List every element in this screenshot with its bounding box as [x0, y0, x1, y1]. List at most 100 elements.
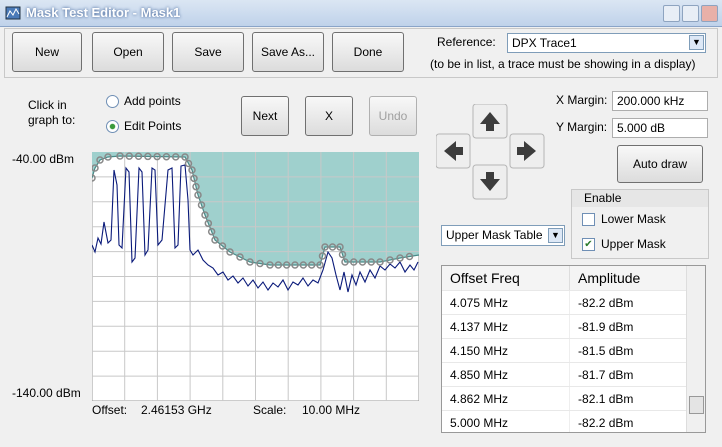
table-row[interactable]: 4.137 MHz -81.9 dBm: [442, 314, 686, 339]
add-points-radio[interactable]: Add points: [106, 94, 181, 108]
mask-point: [350, 258, 358, 266]
table-row[interactable]: 4.862 MHz -82.1 dBm: [442, 386, 686, 411]
checkbox: ✔: [582, 237, 595, 251]
save-button[interactable]: Save: [172, 32, 244, 72]
next-button[interactable]: Next: [241, 96, 289, 136]
scroll-thumb[interactable]: [689, 396, 704, 414]
undo-button[interactable]: Undo: [369, 96, 417, 136]
y-top-label: -40.00 dBm: [12, 152, 75, 166]
mask-point: [367, 258, 375, 266]
mask-graph[interactable]: [92, 152, 419, 401]
mask-point: [144, 152, 152, 161]
y-margin-input[interactable]: 5.000 dB: [612, 118, 708, 138]
table: Offset Freq Amplitude 4.075 MHz -82.2 dBm…: [442, 266, 686, 432]
table-cell: -81.7 dBm: [569, 362, 686, 387]
done-button[interactable]: Done: [332, 32, 404, 72]
scrollbar[interactable]: [686, 266, 705, 432]
mask-point: [386, 256, 394, 264]
mask-point: [181, 153, 189, 161]
reference-label: Reference:: [437, 35, 496, 49]
enable-group: [571, 189, 709, 259]
mask-point: [246, 258, 254, 266]
mask-point: [266, 261, 274, 269]
radio: [106, 119, 119, 133]
mask-point: [405, 252, 414, 261]
mask-point: [162, 152, 171, 161]
mask-point: [299, 261, 308, 269]
mask-point: [96, 156, 104, 164]
mask-point: [341, 258, 349, 266]
dropdown-arrow: ▼: [689, 35, 704, 50]
mask-point: [211, 236, 219, 244]
upper-mask-checkbox[interactable]: ✔ Upper Mask: [582, 237, 666, 251]
x-margin-label: X Margin:: [556, 93, 608, 107]
mask-point: [282, 261, 291, 269]
table-select-value: Upper Mask Table: [446, 228, 543, 242]
table-row[interactable]: 4.075 MHz -82.2 dBm: [442, 290, 686, 315]
mask-point: [338, 250, 347, 259]
x-margin-input[interactable]: 200.000 kHz: [612, 91, 708, 111]
table-row[interactable]: 4.150 MHz -81.5 dBm: [442, 338, 686, 363]
table-cell: 5.000 MHz: [442, 410, 571, 432]
mask-point: [204, 219, 213, 228]
toolbar-panel: [4, 28, 718, 78]
mask-point: [376, 258, 384, 266]
mask-point: [188, 166, 196, 174]
delete-button[interactable]: X: [305, 96, 353, 136]
table-cell: 4.862 MHz: [442, 386, 571, 411]
new-button[interactable]: New: [12, 32, 82, 72]
radio: [106, 94, 119, 108]
radio-label: Edit Points: [124, 119, 182, 133]
table-select[interactable]: Upper Mask Table ▼: [441, 225, 565, 246]
mask-point: [92, 164, 99, 172]
lower-mask-checkbox[interactable]: Lower Mask: [582, 212, 666, 226]
y-margin-label: Y Margin:: [556, 120, 608, 134]
edit-points-radio[interactable]: Edit Points: [106, 119, 181, 133]
table-cell: 4.137 MHz: [442, 314, 571, 339]
mask-point: [171, 153, 180, 161]
mask-point: [134, 152, 143, 161]
table-row[interactable]: 4.850 MHz -81.7 dBm: [442, 362, 686, 387]
mask-point: [358, 258, 367, 266]
app-icon: [5, 6, 21, 20]
mask-point: [92, 174, 96, 182]
grid: [92, 152, 419, 401]
open-button[interactable]: Open: [92, 32, 164, 72]
mask-point: [396, 254, 404, 262]
mask-point: [192, 182, 200, 191]
mask-point: [218, 242, 227, 250]
checkbox: [582, 212, 595, 226]
enable-title: Enable: [572, 190, 708, 207]
scale-label: Scale:: [253, 403, 287, 417]
table-cell: 4.850 MHz: [442, 362, 571, 387]
reference-note: (to be in list, a trace must be showing …: [430, 57, 696, 71]
mask-point: [316, 261, 324, 269]
maximize-button[interactable]: [682, 5, 699, 22]
mask-point: [153, 152, 161, 161]
auto-draw-button[interactable]: Auto draw: [617, 145, 703, 183]
minimize-button[interactable]: [663, 5, 680, 22]
mask-points: [92, 152, 414, 269]
y-bottom-label: -140.00 dBm: [12, 386, 81, 400]
close-button[interactable]: [701, 5, 718, 22]
reference-value: DPX Trace1: [512, 36, 577, 50]
mask-point: [201, 211, 209, 219]
checkbox-label: Lower Mask: [601, 212, 666, 226]
save-as-button[interactable]: Save As...: [252, 32, 324, 72]
table-cell: -82.1 dBm: [569, 386, 686, 411]
mask-point: [197, 201, 206, 209]
mask-table: Offset Freq Amplitude 4.075 MHz -82.2 dBm…: [441, 265, 706, 433]
table-cell: 4.075 MHz: [442, 290, 571, 315]
mask-point: [328, 243, 337, 251]
mask-point: [321, 243, 329, 251]
reference-select[interactable]: DPX Trace1 ▼: [507, 33, 706, 53]
table-header: Offset Freq Amplitude: [442, 266, 686, 291]
table-cell: 4.150 MHz: [442, 338, 571, 363]
mask-point: [125, 152, 134, 160]
mask-point: [274, 261, 283, 269]
table-cell: -82.2 dBm: [569, 410, 686, 432]
mask-point: [184, 159, 193, 168]
window-title: Mask Test Editor - Mask1: [26, 5, 181, 20]
scale-value: 10.00 MHz: [302, 403, 361, 417]
table-row[interactable]: 5.000 MHz -82.2 dBm: [442, 410, 686, 432]
